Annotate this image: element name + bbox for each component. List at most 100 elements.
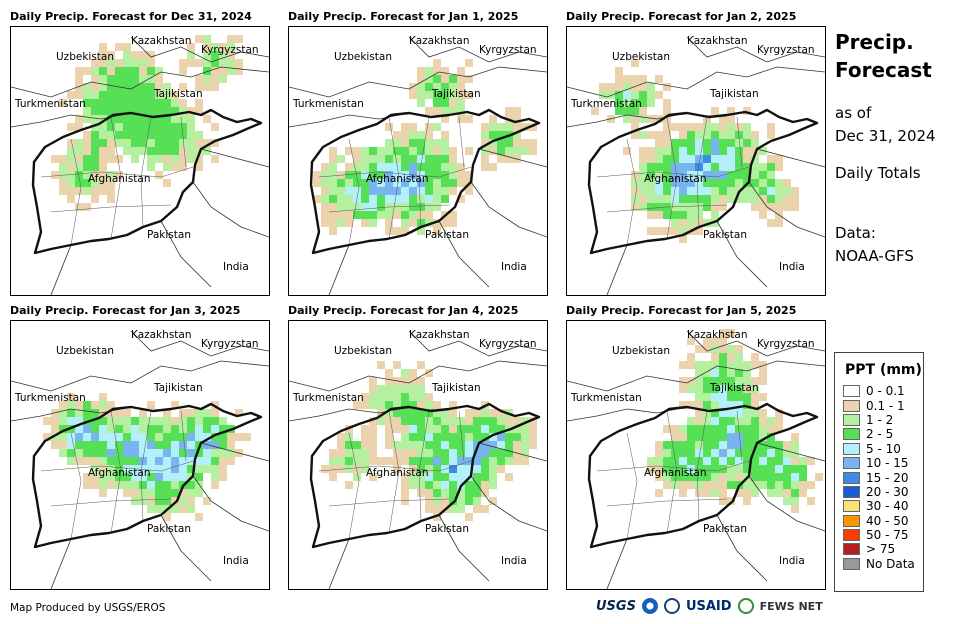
precip-cell	[719, 139, 727, 147]
precip-cell	[441, 433, 449, 441]
precip-cell	[743, 195, 751, 203]
precip-cell	[219, 473, 227, 481]
asof-label: as of	[835, 104, 872, 122]
precip-cell	[663, 441, 671, 449]
precip-cell	[473, 465, 481, 473]
precip-cell	[679, 449, 687, 457]
precip-cell	[465, 441, 473, 449]
precip-cell	[147, 99, 155, 107]
precip-cell	[743, 409, 751, 417]
precip-cell	[195, 131, 203, 139]
precip-cell	[775, 155, 783, 163]
precip-cell	[91, 107, 99, 115]
province-border	[318, 460, 472, 472]
precip-cell	[521, 123, 529, 131]
precip-cell	[457, 171, 465, 179]
precip-cell	[703, 441, 711, 449]
precip-cell	[353, 187, 361, 195]
province-border	[736, 410, 743, 462]
precip-cell	[361, 425, 369, 433]
precip-cell	[67, 91, 75, 99]
precip-cell	[505, 107, 513, 115]
map-label-turkmenistan: Turkmenistan	[292, 392, 364, 404]
legend-swatch	[843, 471, 860, 484]
precip-cell	[743, 457, 751, 465]
precip-cell	[441, 91, 449, 99]
precip-cell	[457, 449, 465, 457]
precip-cell	[711, 473, 719, 481]
precip-cell	[655, 227, 663, 235]
precip-cell	[353, 179, 361, 187]
precip-cell	[353, 449, 361, 457]
precip-cell	[465, 433, 473, 441]
precip-cell	[743, 481, 751, 489]
precip-cell	[179, 409, 187, 417]
precip-cell	[409, 139, 417, 147]
precip-cell	[107, 147, 115, 155]
precip-cell	[711, 393, 719, 401]
precip-cell	[735, 353, 743, 361]
precip-cell	[497, 409, 505, 417]
map-label-turkmenistan: Turkmenistan	[292, 98, 364, 110]
country-border	[11, 360, 269, 392]
precip-cell	[687, 449, 695, 457]
legend-item: 5 - 10	[843, 442, 923, 456]
precip-cell	[767, 449, 775, 457]
precip-cell	[663, 195, 671, 203]
precip-cell	[489, 473, 497, 481]
precip-cell	[425, 393, 433, 401]
precip-cell	[187, 497, 195, 505]
precip-cell	[123, 131, 131, 139]
precip-cell	[123, 43, 131, 51]
precip-cell	[131, 139, 139, 147]
precip-cell	[711, 369, 719, 377]
precip-cell	[107, 409, 115, 417]
province-border	[388, 410, 400, 534]
precip-cell	[695, 401, 703, 409]
precip-cell	[131, 481, 139, 489]
precip-cell	[361, 187, 369, 195]
precip-cell	[783, 481, 791, 489]
precip-cell	[227, 35, 235, 43]
precip-cell	[179, 505, 187, 513]
precip-cell	[751, 377, 759, 385]
precip-cell	[425, 91, 433, 99]
precip-cell	[767, 179, 775, 187]
precip-cell	[663, 123, 671, 131]
precip-cell	[671, 457, 679, 465]
precip-cell	[67, 155, 75, 163]
precip-cell	[647, 171, 655, 179]
precip-cell	[655, 203, 663, 211]
precip-cell	[417, 155, 425, 163]
precip-cell	[727, 171, 735, 179]
legend-item: 0.1 - 1	[843, 398, 923, 413]
precip-cell	[449, 155, 457, 163]
precip-cell	[449, 449, 457, 457]
country-border	[716, 514, 768, 582]
precip-cell	[465, 409, 473, 417]
precip-cell	[711, 441, 719, 449]
precip-cell	[179, 107, 187, 115]
precip-cell	[75, 203, 83, 211]
precip-cell	[227, 43, 235, 51]
country-border	[50, 244, 72, 295]
precip-cell	[457, 83, 465, 91]
precip-cell	[195, 59, 203, 67]
precip-cell	[107, 67, 115, 75]
precip-cell	[767, 417, 775, 425]
precip-cell	[425, 147, 433, 155]
precip-cell	[139, 441, 147, 449]
precip-cell	[767, 433, 775, 441]
province-border	[666, 410, 678, 534]
precip-cell	[671, 163, 679, 171]
precip-cell	[521, 417, 529, 425]
precip-cell	[703, 369, 711, 377]
precip-cell	[433, 99, 441, 107]
precip-cell	[711, 353, 719, 361]
precip-cell	[433, 227, 441, 235]
precip-cell	[409, 91, 417, 99]
precip-cell	[449, 465, 457, 473]
precip-cell	[425, 179, 433, 187]
precip-cell	[123, 83, 131, 91]
precip-cell	[457, 465, 465, 473]
